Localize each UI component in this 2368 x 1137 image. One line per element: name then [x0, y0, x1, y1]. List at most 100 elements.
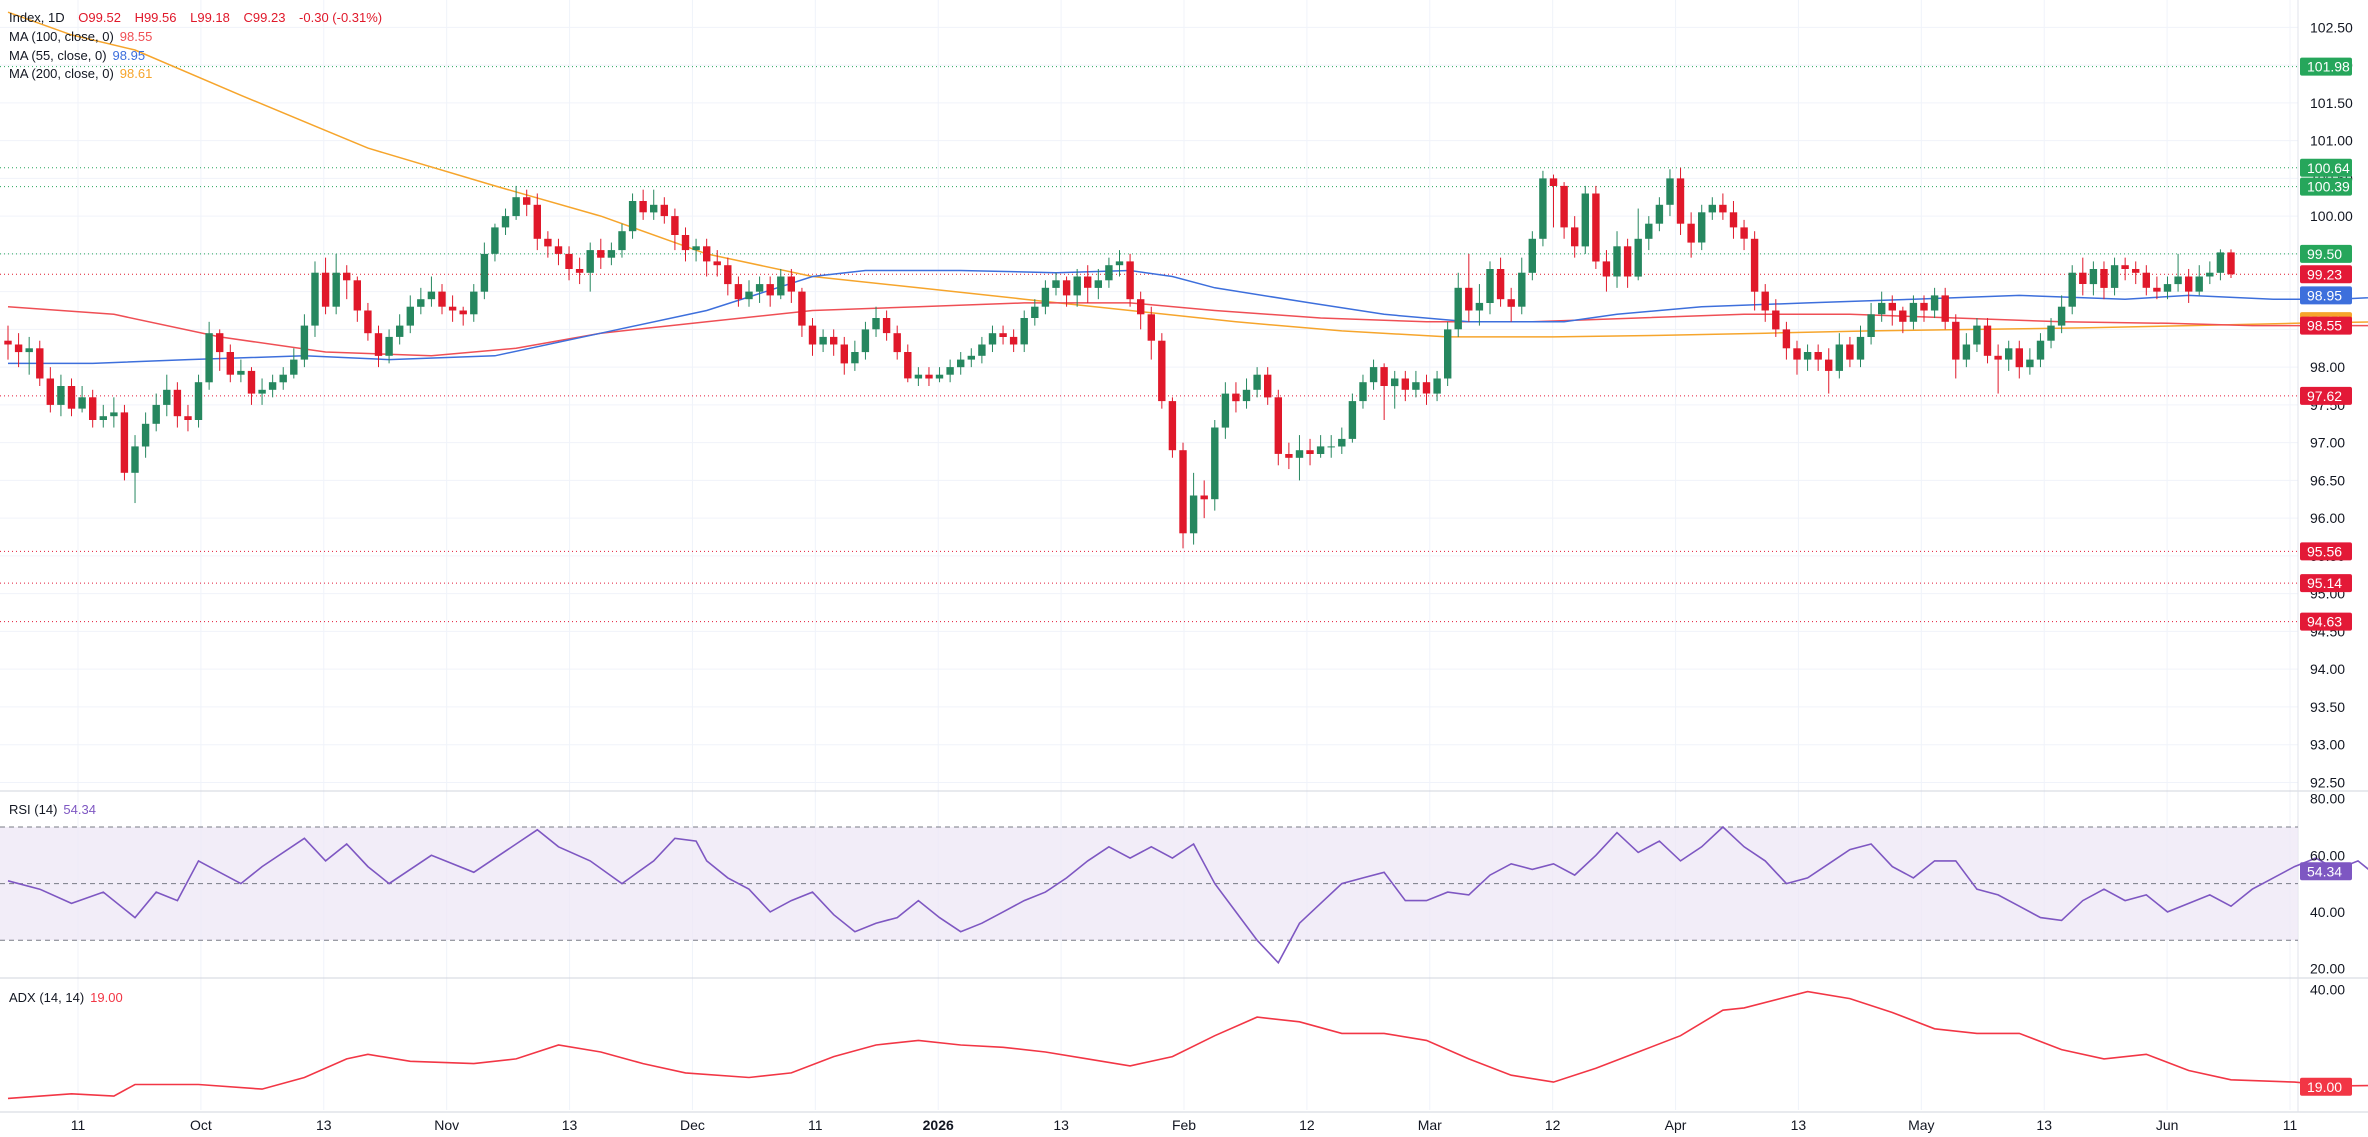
candle [353, 276, 361, 322]
time-axis[interactable]: 11 Oct 13 Nov 13 Dec 11 2026 13 Feb 12 Mar 12 Apr 13 Ma… [71, 1117, 2298, 1133]
candle-body [1211, 427, 1219, 500]
price-tick-label: 98.00 [2310, 359, 2345, 375]
candle [321, 257, 330, 315]
ma200-legend[interactable]: MA (200, close, 0) 98.61 [9, 66, 152, 82]
candle-body [2015, 348, 2023, 368]
candle [660, 197, 668, 224]
rsi-legend[interactable]: RSI (14) 54.34 [9, 802, 96, 818]
level-tag-text: 99.50 [2307, 246, 2342, 262]
candle [1465, 253, 1473, 322]
candle [1168, 397, 1177, 458]
candle-body [1539, 178, 1547, 239]
candle-body [1285, 454, 1293, 458]
level-tag: 101.98 [2300, 57, 2352, 76]
candle [2068, 265, 2076, 315]
candle [268, 374, 277, 398]
candle [480, 242, 489, 300]
candle-body [205, 333, 213, 383]
candle-body [2185, 276, 2193, 292]
candle-body [999, 333, 1007, 337]
candle [1020, 310, 1028, 353]
candle [1740, 219, 1748, 251]
candle-body [1147, 314, 1155, 341]
price-tick-label: 100.00 [2310, 208, 2353, 224]
candle [1867, 302, 1875, 345]
candle [734, 276, 743, 307]
candle [2174, 253, 2182, 292]
candle-body [1782, 329, 1791, 349]
candle-body [533, 204, 541, 239]
candle [1571, 216, 1579, 258]
candle-body [1666, 178, 1674, 205]
candle-body [1803, 352, 1812, 360]
candle-body [2121, 265, 2129, 269]
candle-body [978, 344, 986, 356]
candle-body [1401, 378, 1409, 390]
candle-body [925, 374, 933, 379]
candle-body [1761, 291, 1769, 311]
candle-body [777, 276, 785, 296]
level-tag: 99.50 [2300, 244, 2352, 263]
candle-body [300, 325, 309, 360]
candle [2047, 318, 2055, 349]
candle-body [1645, 223, 1653, 239]
candle [1041, 280, 1050, 315]
candle [777, 268, 785, 300]
candle-body [1031, 306, 1039, 318]
candle-body [2153, 287, 2161, 292]
adx-legend[interactable]: ADX (14, 14) 19.00 [9, 990, 123, 1006]
candle [1454, 272, 1462, 337]
candle-body [36, 348, 44, 379]
candle [1920, 295, 1928, 322]
candle-body [1052, 280, 1060, 288]
candle [36, 340, 44, 387]
candle-body [618, 231, 626, 251]
candle [46, 367, 54, 413]
candle [861, 321, 870, 360]
candle-body [385, 336, 393, 356]
time-axis-label: Feb [1172, 1117, 1196, 1133]
candle [1189, 472, 1198, 545]
candle [946, 359, 954, 383]
candle-body [671, 216, 679, 235]
rsi-tick-label: 20.00 [2310, 961, 2345, 977]
candle-body [1983, 325, 1992, 356]
ma100-legend[interactable]: MA (100, close, 0) 98.55 [9, 29, 152, 45]
candle [1687, 212, 1695, 258]
candle-body [4, 340, 12, 345]
candle-body [2163, 284, 2172, 292]
ma200-label: MA (200, close, 0) [9, 66, 114, 81]
level-tag-bg [2300, 158, 2352, 177]
candle [110, 397, 118, 428]
candle [459, 306, 467, 326]
candle-body [1793, 348, 1801, 360]
candle-body [703, 246, 711, 262]
price-tick-label: 92.50 [2310, 774, 2345, 790]
candle-body [692, 246, 700, 251]
ma55-legend[interactable]: MA (55, close, 0) 98.95 [9, 48, 145, 64]
candle [184, 404, 192, 432]
candle [1094, 268, 1102, 300]
candle [247, 367, 256, 405]
candle [1062, 276, 1071, 307]
candle [2185, 268, 2193, 303]
candle-body [2068, 272, 2076, 307]
candle [1518, 257, 1526, 315]
adx-tick-label: 40.00 [2310, 981, 2345, 997]
candle-body [1179, 450, 1187, 534]
candle [914, 367, 923, 387]
candle [2216, 249, 2225, 281]
time-axis-label: 12 [1545, 1117, 1561, 1133]
candle-body [1105, 265, 1113, 281]
ma200-line [7, 11, 2368, 338]
candle-body [1412, 382, 1420, 390]
candle-body [1655, 204, 1664, 224]
candle [1549, 174, 1558, 228]
candle [2163, 276, 2172, 300]
candle-body [1941, 295, 1949, 322]
candle [1878, 291, 1886, 322]
candle [226, 344, 234, 383]
time-axis-label: 12 [1299, 1117, 1315, 1133]
candle-body [713, 261, 721, 266]
